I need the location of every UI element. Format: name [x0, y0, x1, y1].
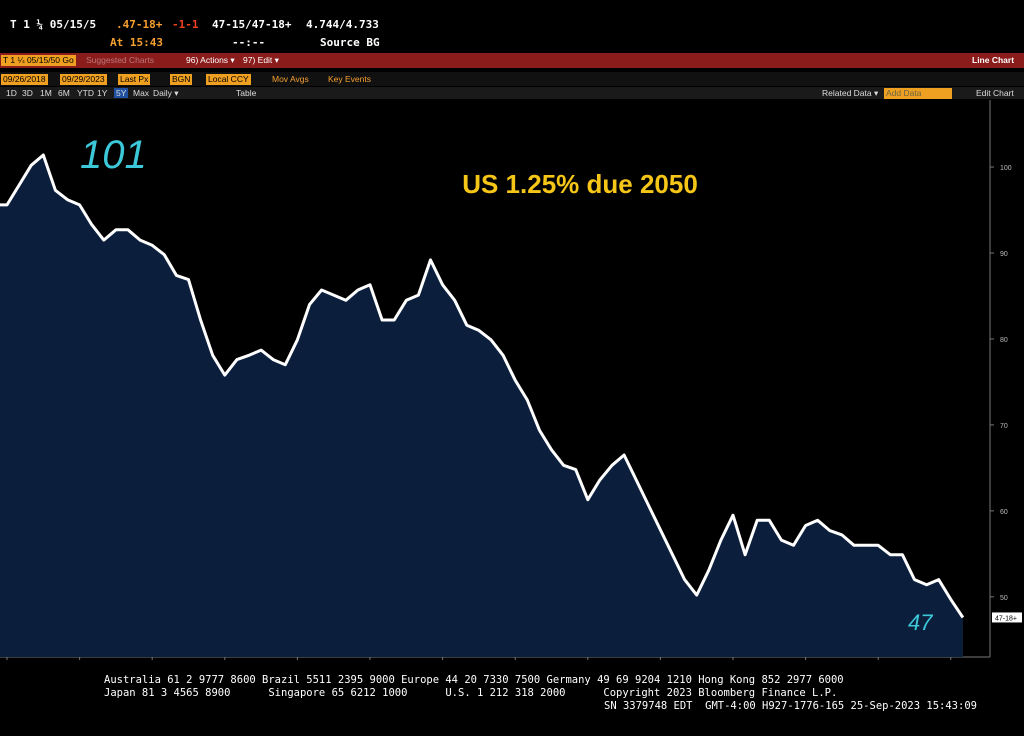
range-button[interactable]: Table	[236, 88, 257, 98]
quote-field: 4.744/4.733	[306, 18, 379, 31]
last-price-label: 47-18+	[995, 615, 1017, 622]
footer-line: SN 3379748 EDT GMT-4:00 H927-1776-165 25…	[604, 700, 977, 712]
menu-bar	[0, 53, 1024, 68]
area	[0, 155, 963, 657]
menu-item[interactable]: 97) Edit ▾	[243, 55, 279, 65]
annotation: 101	[80, 133, 147, 177]
range-button[interactable]: 1Y	[97, 88, 108, 98]
y-tick-label: 90	[1000, 251, 1008, 258]
menu-item[interactable]: Line Chart	[972, 55, 1015, 65]
range-button[interactable]: 1M	[40, 88, 52, 98]
settings-bar	[0, 72, 1024, 86]
range-button[interactable]: Related Data ▾	[822, 88, 879, 98]
chart: 506070809010047-18+JunSepDecMarJunSepDec…	[0, 100, 1022, 660]
range-button[interactable]: YTD	[77, 88, 94, 98]
range-button[interactable]: 5Y	[114, 88, 129, 98]
y-tick-label: 50	[1000, 595, 1008, 602]
line	[0, 153, 965, 619]
menu-item[interactable]: 96) Actions ▾	[186, 55, 235, 65]
range-button[interactable]: 6M	[58, 88, 70, 98]
footer-line: Japan 81 3 4565 8900 Singapore 65 6212 1…	[104, 687, 838, 699]
quote-field: --:--	[232, 36, 266, 49]
footer-line: Australia 61 2 9777 8600 Brazil 5511 239…	[104, 674, 844, 686]
annotation: 47	[908, 610, 933, 635]
add-data-field[interactable]: Add Data	[884, 88, 952, 99]
range-bar	[0, 87, 1024, 99]
settings-link[interactable]: Mov Avgs	[272, 74, 309, 84]
y-tick-label: 100	[1000, 165, 1012, 172]
quote-field: Source BG	[320, 36, 380, 49]
quote-field: At 15:43	[110, 36, 163, 49]
quote-field: .47-18+	[116, 18, 163, 31]
settings-field[interactable]: 09/26/2018	[1, 74, 48, 85]
quote-field: 47-15/47-18+	[212, 18, 292, 31]
settings-link[interactable]: Key Events	[328, 74, 371, 84]
y-tick-label: 80	[1000, 337, 1008, 344]
settings-field[interactable]: Local CCY	[206, 74, 251, 85]
range-button[interactable]: Max	[133, 88, 150, 98]
quote-field: T 1 ¼ 05/15/5	[10, 18, 97, 31]
settings-field[interactable]: Last Px	[118, 74, 151, 85]
security-field[interactable]: T 1 ¼ 05/15/50 Go	[1, 55, 76, 66]
last-price-tag	[992, 612, 1022, 623]
settings-field[interactable]: BGN	[170, 74, 193, 85]
range-button[interactable]: 1D	[6, 88, 17, 98]
settings-field[interactable]: 09/29/2023	[60, 74, 107, 85]
menu-item[interactable]: Suggested Charts	[86, 55, 155, 65]
y-tick-label: 70	[1000, 423, 1008, 430]
range-button[interactable]: Edit Chart	[976, 88, 1014, 98]
range-button[interactable]: 3D	[22, 88, 33, 98]
quote-field: -1-1	[172, 18, 199, 31]
y-tick-label: 60	[1000, 509, 1008, 516]
chart-title: US 1.25% due 2050	[462, 169, 698, 199]
range-button[interactable]: Daily ▾	[153, 88, 179, 98]
